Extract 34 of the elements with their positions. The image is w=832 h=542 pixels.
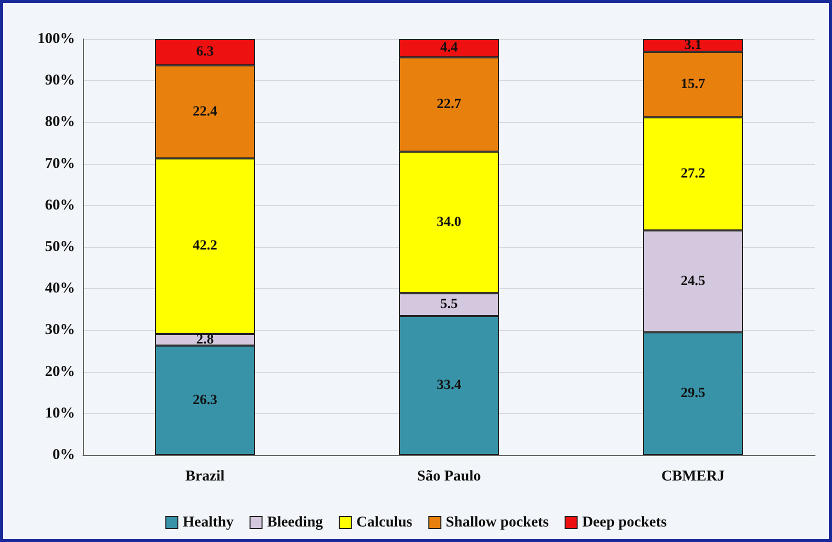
y-tick-label: 40% [45,280,75,297]
data-label: 27.2 [680,166,706,182]
data-label: 29.5 [680,386,706,402]
y-tick-label: 100% [38,31,75,47]
x-tick-label: São Paulo [417,468,481,484]
y-tick-label: 70% [45,156,75,172]
y-tick-label: 20% [45,364,75,380]
data-label: 33.4 [436,378,462,394]
data-label: 3.1 [684,38,702,53]
legend-label: Shallow pockets [446,514,549,530]
y-tick-label: 30% [45,322,75,338]
data-label: 2.8 [196,332,214,348]
y-tick-label: 90% [45,72,75,89]
y-tick-label: 10% [45,405,75,422]
legend-label: Deep pockets [582,514,667,530]
data-label: 6.3 [196,44,214,60]
data-label: 24.5 [680,274,706,289]
y-tick-label: 80% [45,114,75,130]
y-tick-label: 60% [45,197,75,214]
data-label: 22.7 [436,97,462,112]
legend-label: Bleeding [267,514,324,530]
legend-label: Healthy [182,514,234,530]
x-tick-label: Brazil [185,468,225,484]
legend-label: Calculus [356,514,412,530]
data-label: 4.4 [440,40,458,56]
y-tick-label: 0% [52,447,75,463]
data-label: 34.0 [436,214,462,230]
data-label: 26.3 [192,392,218,408]
y-tick-label: 50% [45,239,75,255]
data-label: 5.5 [440,297,458,312]
data-label: 22.4 [192,104,218,120]
x-tick-label: CBMERJ [661,468,726,484]
data-label: 42.2 [192,238,218,254]
data-label: 15.7 [680,77,706,92]
